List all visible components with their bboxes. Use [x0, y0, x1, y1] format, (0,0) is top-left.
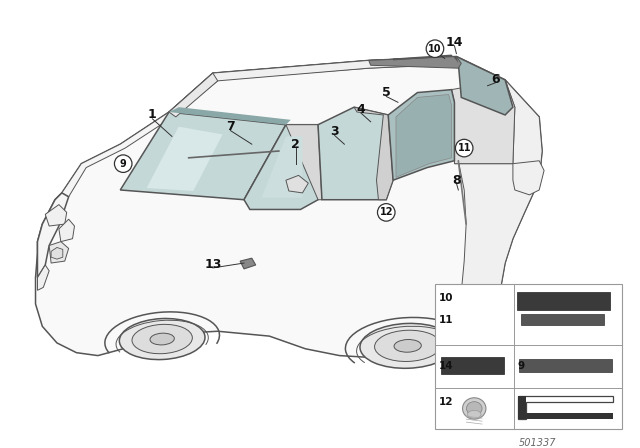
Text: 14: 14 — [439, 362, 454, 371]
Circle shape — [378, 204, 395, 221]
Polygon shape — [240, 258, 256, 269]
Text: 4: 4 — [356, 103, 365, 116]
Ellipse shape — [119, 319, 205, 360]
Text: 1: 1 — [148, 108, 157, 121]
Text: 2: 2 — [291, 138, 300, 151]
Ellipse shape — [132, 324, 193, 354]
Polygon shape — [169, 56, 461, 117]
Polygon shape — [318, 107, 393, 200]
Circle shape — [115, 155, 132, 172]
Text: 501337: 501337 — [519, 439, 557, 448]
Polygon shape — [393, 55, 458, 63]
Text: 5: 5 — [382, 86, 390, 99]
Polygon shape — [51, 247, 63, 259]
Polygon shape — [286, 125, 322, 200]
Text: 12: 12 — [439, 397, 453, 407]
FancyBboxPatch shape — [522, 314, 604, 325]
Polygon shape — [262, 136, 303, 198]
Circle shape — [426, 40, 444, 57]
FancyBboxPatch shape — [441, 357, 504, 374]
Polygon shape — [513, 161, 544, 195]
Ellipse shape — [394, 340, 421, 352]
Circle shape — [456, 139, 473, 157]
Polygon shape — [354, 107, 393, 200]
Polygon shape — [36, 56, 542, 361]
Polygon shape — [369, 56, 461, 68]
Polygon shape — [62, 112, 176, 197]
Polygon shape — [396, 95, 452, 177]
Text: 6: 6 — [491, 73, 500, 86]
Polygon shape — [120, 112, 286, 200]
Text: 7: 7 — [226, 120, 235, 133]
Polygon shape — [518, 413, 613, 419]
Polygon shape — [38, 265, 49, 290]
Polygon shape — [45, 205, 67, 226]
Ellipse shape — [467, 410, 481, 418]
Polygon shape — [244, 125, 318, 210]
Text: 9: 9 — [517, 362, 525, 371]
Polygon shape — [388, 90, 454, 180]
FancyBboxPatch shape — [435, 284, 622, 429]
Text: 14: 14 — [445, 36, 463, 49]
Ellipse shape — [374, 330, 441, 362]
Polygon shape — [169, 107, 291, 125]
Ellipse shape — [360, 323, 456, 368]
FancyBboxPatch shape — [520, 359, 612, 372]
Polygon shape — [49, 241, 68, 263]
Text: 9: 9 — [120, 159, 127, 169]
Text: 10: 10 — [428, 44, 442, 54]
Ellipse shape — [463, 398, 486, 419]
Text: 10: 10 — [439, 293, 453, 303]
Ellipse shape — [467, 402, 482, 415]
Polygon shape — [169, 73, 218, 117]
Text: 8: 8 — [452, 174, 461, 187]
Polygon shape — [147, 127, 223, 191]
Text: 11: 11 — [439, 314, 453, 324]
Text: 3: 3 — [330, 125, 339, 138]
Text: 12: 12 — [380, 207, 393, 217]
Polygon shape — [518, 396, 526, 419]
Polygon shape — [38, 193, 68, 278]
Text: 11: 11 — [458, 143, 471, 153]
Polygon shape — [456, 56, 513, 115]
Polygon shape — [447, 80, 542, 356]
Polygon shape — [59, 219, 74, 241]
Polygon shape — [286, 175, 308, 193]
FancyBboxPatch shape — [517, 292, 611, 310]
Polygon shape — [518, 396, 613, 419]
Polygon shape — [169, 56, 461, 115]
Ellipse shape — [150, 333, 174, 345]
Polygon shape — [452, 80, 515, 164]
Text: 13: 13 — [204, 258, 221, 271]
